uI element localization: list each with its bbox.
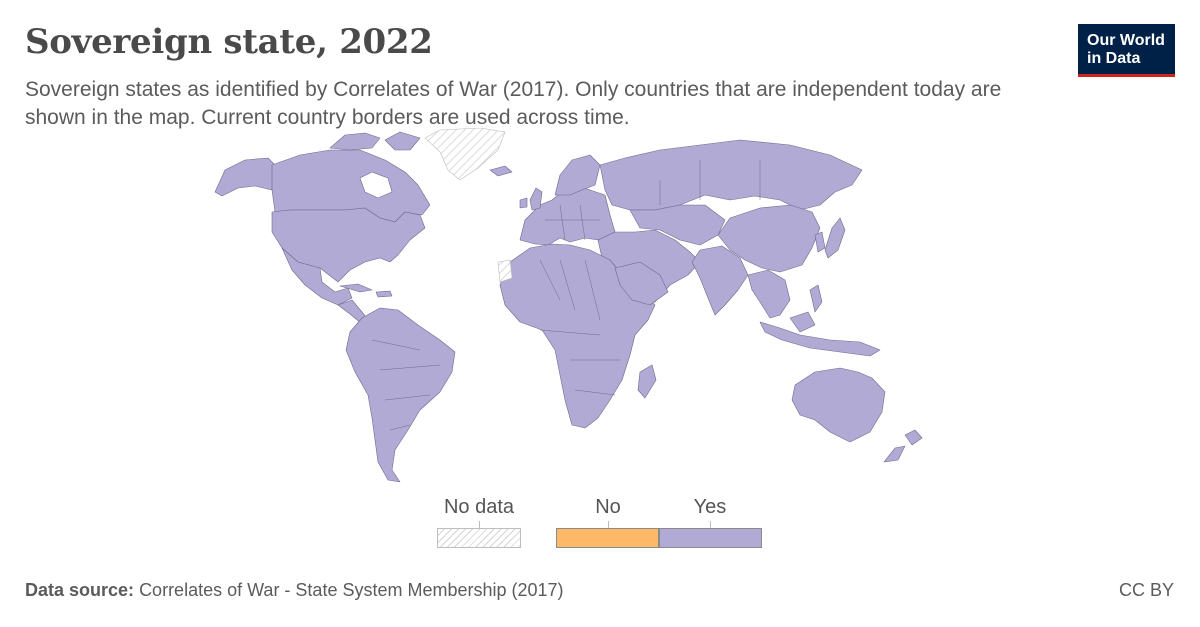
region-new-zealand[interactable] [883, 429, 923, 463]
region-borneo[interactable] [789, 311, 816, 333]
region-russia[interactable] [599, 139, 863, 211]
region-western-sahara[interactable] [497, 259, 513, 283]
region-india[interactable] [691, 245, 749, 316]
region-alaska[interactable] [214, 157, 276, 197]
data-source-label: Data source: [25, 580, 135, 600]
chart-subtitle: Sovereign states as identified by Correl… [25, 78, 1002, 129]
region-hudson-bay [359, 171, 393, 199]
legend-tick-yes [710, 521, 711, 528]
legend-label-no-data: No data [443, 496, 515, 518]
chart-title: Sovereign state, 2022 [25, 22, 433, 62]
region-china[interactable] [717, 204, 821, 273]
region-madagascar[interactable] [637, 364, 657, 399]
legend-label-yes: Yes [693, 496, 727, 518]
region-scandinavia[interactable] [554, 154, 601, 196]
owid-logo[interactable]: Our World in Data [1078, 24, 1175, 77]
legend-label-no: No [595, 496, 621, 518]
country-borders [371, 160, 761, 431]
region-philippines[interactable] [809, 284, 823, 313]
region-cuba[interactable] [339, 283, 373, 293]
region-europe[interactable] [519, 184, 616, 246]
region-united-kingdom[interactable] [529, 187, 543, 211]
legend-swatch-yes[interactable] [659, 528, 762, 548]
region-southeast-asia[interactable] [747, 269, 791, 319]
world-map[interactable] [0, 128, 1200, 493]
region-japan[interactable] [824, 217, 846, 259]
logo-line-2: in Data [1087, 50, 1141, 67]
logo-line-1: Our World [1087, 32, 1165, 49]
legend-swatch-no-data[interactable] [437, 528, 521, 548]
region-canada-islands[interactable] [329, 131, 421, 151]
region-indonesia[interactable] [759, 321, 881, 357]
region-south-america[interactable] [345, 307, 456, 483]
legend-tick-no [608, 521, 609, 528]
region-australia[interactable] [791, 367, 886, 443]
region-mexico[interactable] [281, 247, 353, 306]
data-source: Data source: Correlates of War - State S… [25, 580, 564, 601]
region-arabian-peninsula[interactable] [614, 261, 669, 306]
license-link[interactable]: CC BY [1118, 580, 1174, 600]
legend-tick-no-data [479, 521, 480, 528]
region-korea[interactable] [814, 231, 826, 253]
region-iceland[interactable] [489, 165, 513, 177]
region-greenland[interactable] [424, 128, 506, 181]
legend-swatch-no[interactable] [556, 528, 659, 548]
no-data-regions [424, 128, 513, 283]
region-ireland[interactable] [519, 197, 528, 209]
region-hispaniola[interactable] [375, 290, 393, 298]
data-source-text[interactable]: Correlates of War - State System Members… [139, 580, 564, 600]
